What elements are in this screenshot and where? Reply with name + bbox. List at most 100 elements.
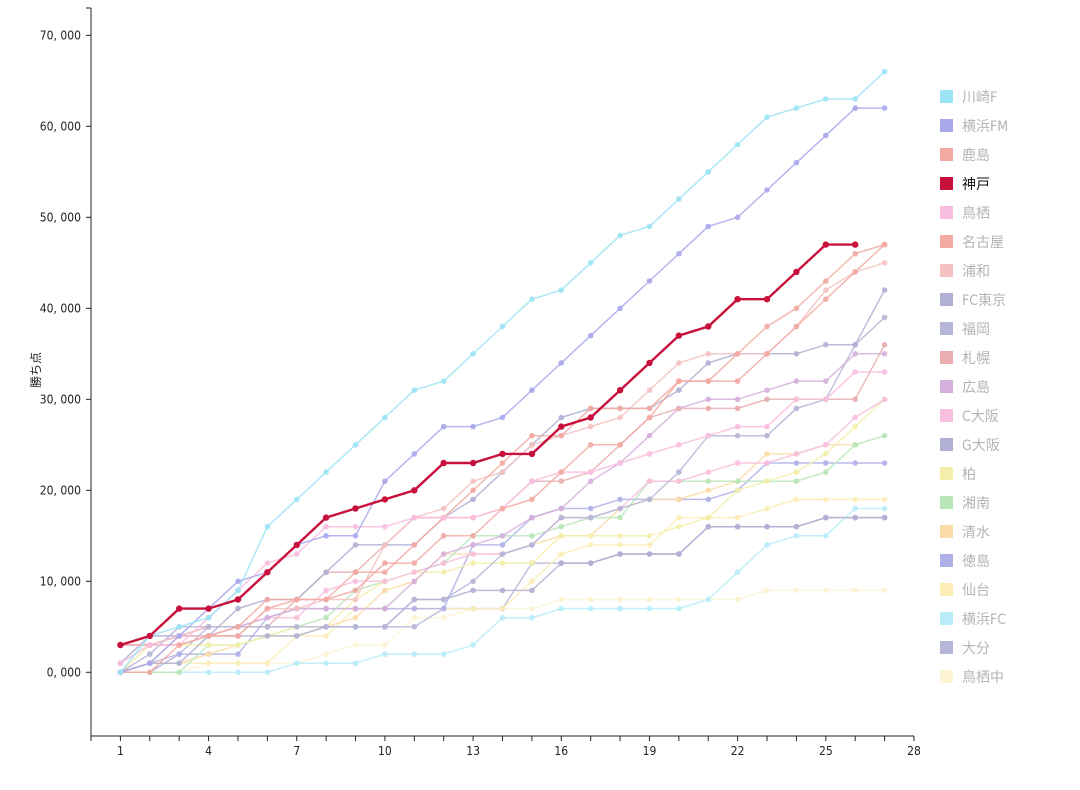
y-tick-label: 20, 000: [40, 483, 81, 497]
data-point: [881, 287, 888, 293]
data-point: [734, 514, 741, 521]
series-福岡: [117, 314, 888, 676]
data-point: [764, 323, 770, 330]
legend-item[interactable]: 柏: [940, 467, 976, 483]
legend-item[interactable]: 大分: [940, 641, 990, 657]
data-point: [176, 660, 182, 666]
data-point: [470, 496, 476, 503]
data-point: [323, 660, 329, 666]
data-point: [499, 542, 506, 548]
data-point: [558, 596, 565, 603]
data-point: [382, 523, 388, 530]
data-point: [705, 432, 712, 439]
legend-item[interactable]: 鳥栖中: [940, 670, 1004, 686]
data-point: [470, 351, 476, 357]
x-tick-label: 16: [554, 744, 568, 758]
y-tick-label: 0, 000: [47, 665, 81, 679]
data-point: [322, 514, 330, 521]
legend-item[interactable]: 神戸: [940, 177, 990, 193]
legend-item[interactable]: FC東京: [940, 293, 1006, 309]
legend-label: 鳥栖中: [962, 670, 1004, 686]
data-point: [499, 469, 506, 475]
legend-swatch: [940, 641, 953, 654]
data-point: [294, 633, 300, 639]
data-point: [734, 396, 741, 403]
legend-item[interactable]: 浦和: [940, 264, 990, 280]
data-point: [705, 487, 712, 494]
x-tick-label: 10: [378, 744, 392, 758]
data-point: [823, 442, 829, 448]
data-point: [676, 496, 682, 503]
data-point: [734, 351, 741, 357]
legend-item[interactable]: 鹿島: [940, 147, 990, 164]
legend-item[interactable]: 湘南: [940, 496, 990, 512]
legend-item[interactable]: 横浜FM: [940, 119, 1008, 135]
data-point: [823, 278, 829, 284]
data-point: [734, 432, 741, 439]
data-point: [587, 405, 594, 412]
data-point: [823, 469, 829, 475]
legend-item[interactable]: G大阪: [940, 438, 1000, 454]
y-tick-label: 70, 000: [40, 28, 81, 42]
data-point: [705, 478, 712, 485]
x-tick-label: 7: [293, 744, 300, 758]
data-point: [823, 287, 829, 293]
data-point: [264, 605, 271, 612]
legend-item[interactable]: 広島: [940, 380, 990, 396]
series-line: [120, 516, 885, 674]
legend-item[interactable]: C大阪: [940, 409, 999, 425]
data-point: [587, 542, 594, 548]
data-point: [764, 542, 770, 548]
data-point: [823, 514, 829, 521]
data-point: [440, 378, 447, 384]
data-point: [205, 642, 212, 648]
data-point: [558, 414, 565, 421]
y-tick-label: 10, 000: [40, 574, 81, 588]
data-point: [676, 596, 682, 603]
data-point: [499, 414, 506, 421]
legend-item[interactable]: 福岡: [940, 322, 990, 338]
legend-item[interactable]: 徳島: [940, 554, 990, 570]
data-point: [382, 542, 388, 548]
data-point: [852, 105, 858, 111]
data-point: [823, 96, 829, 102]
data-point: [617, 596, 623, 603]
data-point: [352, 542, 359, 548]
data-point: [558, 533, 565, 539]
legend-item[interactable]: 清水: [940, 525, 990, 541]
data-point: [558, 505, 565, 512]
data-point: [235, 605, 241, 612]
data-point: [617, 414, 623, 421]
data-point: [352, 624, 359, 630]
data-point: [470, 478, 476, 485]
legend-label: 柏: [962, 467, 976, 483]
data-point: [764, 478, 770, 485]
legend-item[interactable]: 札幌: [940, 351, 990, 367]
legend-item[interactable]: 鳥栖: [940, 206, 990, 222]
data-point: [323, 587, 329, 594]
x-tick-label: 19: [643, 744, 657, 758]
data-point: [734, 405, 741, 412]
data-point: [499, 587, 506, 594]
data-point: [852, 396, 858, 403]
data-point: [470, 423, 476, 430]
data-point: [587, 260, 594, 266]
legend-swatch: [940, 496, 953, 509]
data-point: [470, 542, 476, 548]
legend-item[interactable]: 横浜FC: [940, 612, 1006, 628]
data-point: [793, 523, 800, 530]
data-point: [793, 159, 800, 166]
data-point: [705, 396, 712, 403]
data-point: [411, 651, 418, 657]
series-line: [120, 444, 856, 674]
legend-label: 福岡: [962, 322, 990, 338]
legend-item[interactable]: 名古屋: [940, 235, 1004, 251]
legend-item[interactable]: 仙台: [940, 583, 990, 599]
data-point: [382, 569, 388, 575]
data-point: [499, 551, 506, 557]
data-point: [587, 478, 594, 485]
data-point: [881, 68, 888, 75]
data-point: [470, 514, 476, 521]
legend-item[interactable]: 川崎F: [940, 90, 997, 106]
